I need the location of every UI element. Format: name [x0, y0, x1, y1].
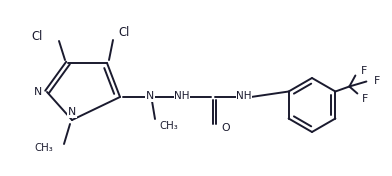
- Text: Cl: Cl: [32, 30, 43, 42]
- Text: F: F: [374, 76, 379, 86]
- Text: O: O: [221, 123, 230, 133]
- Text: F: F: [360, 67, 367, 77]
- Text: F: F: [361, 93, 368, 103]
- Text: N: N: [68, 107, 76, 117]
- Text: Cl: Cl: [118, 27, 129, 39]
- Text: NH: NH: [236, 91, 252, 101]
- Text: CH₃: CH₃: [34, 143, 53, 153]
- Text: NH: NH: [174, 91, 190, 101]
- Text: N: N: [146, 91, 154, 101]
- Text: N: N: [34, 87, 42, 97]
- Text: CH₃: CH₃: [159, 121, 178, 131]
